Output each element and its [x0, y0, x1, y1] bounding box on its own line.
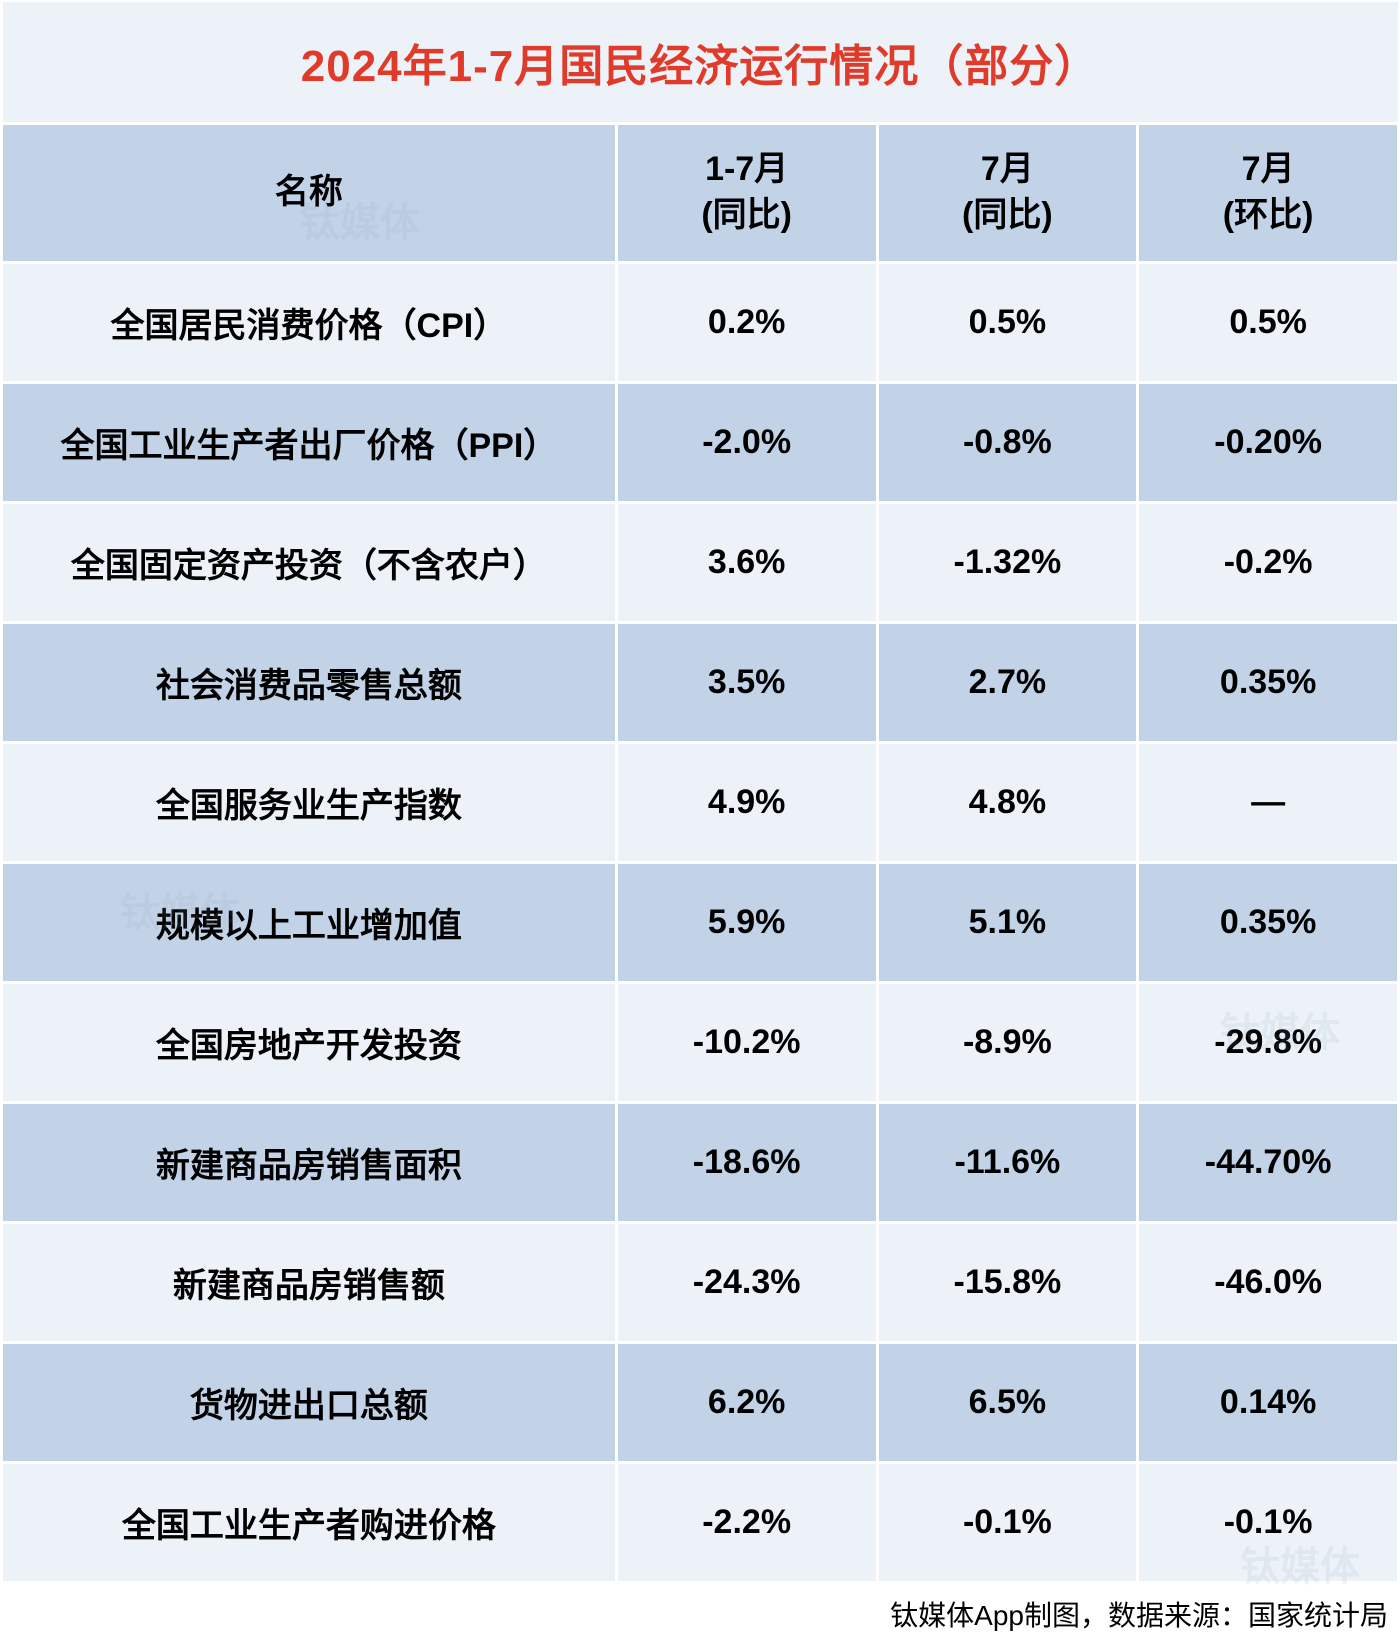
- value-cell: -29.8%: [1138, 982, 1399, 1102]
- value-cell: 4.8%: [877, 742, 1138, 862]
- table-row: 新建商品房销售面积-18.6%-11.6%-44.70%: [2, 1102, 1399, 1222]
- row-name: 全国服务业生产指数: [2, 742, 617, 862]
- row-name: 货物进出口总额: [2, 1342, 617, 1462]
- economy-table: 2024年1-7月国民经济运行情况（部分） 名称 1-7月(同比) 7月(同比)…: [0, 0, 1400, 1584]
- value-cell: 0.5%: [877, 262, 1138, 382]
- value-cell: -18.6%: [616, 1102, 877, 1222]
- title-row: 2024年1-7月国民经济运行情况（部分）: [2, 1, 1399, 124]
- table-title: 2024年1-7月国民经济运行情况（部分）: [301, 42, 1099, 91]
- value-cell: -0.8%: [877, 382, 1138, 502]
- value-cell: -15.8%: [877, 1222, 1138, 1342]
- value-cell: -46.0%: [1138, 1222, 1399, 1342]
- value-cell: -0.1%: [877, 1462, 1138, 1582]
- table-row: 全国房地产开发投资-10.2%-8.9%-29.8%: [2, 982, 1399, 1102]
- value-cell: -10.2%: [616, 982, 877, 1102]
- value-cell: 6.5%: [877, 1342, 1138, 1462]
- value-cell: -11.6%: [877, 1102, 1138, 1222]
- row-name: 全国工业生产者购进价格: [2, 1462, 617, 1582]
- table-container: 2024年1-7月国民经济运行情况（部分） 名称 1-7月(同比) 7月(同比)…: [0, 0, 1400, 1652]
- value-cell: -0.1%: [1138, 1462, 1399, 1582]
- value-cell: 3.6%: [616, 502, 877, 622]
- value-cell: 0.35%: [1138, 862, 1399, 982]
- value-cell: 3.5%: [616, 622, 877, 742]
- row-name: 全国房地产开发投资: [2, 982, 617, 1102]
- row-name: 全国工业生产者出厂价格（PPI）: [2, 382, 617, 502]
- value-cell: -44.70%: [1138, 1102, 1399, 1222]
- row-name: 新建商品房销售额: [2, 1222, 617, 1342]
- value-cell: 0.2%: [616, 262, 877, 382]
- row-name: 规模以上工业增加值: [2, 862, 617, 982]
- table-row: 全国工业生产者出厂价格（PPI）-2.0%-0.8%-0.20%: [2, 382, 1399, 502]
- value-cell: 5.1%: [877, 862, 1138, 982]
- value-cell: -2.2%: [616, 1462, 877, 1582]
- table-body: 2024年1-7月国民经济运行情况（部分） 名称 1-7月(同比) 7月(同比)…: [2, 1, 1399, 1582]
- value-cell: -24.3%: [616, 1222, 877, 1342]
- value-cell: —: [1138, 742, 1399, 862]
- value-cell: -0.20%: [1138, 382, 1399, 502]
- value-cell: 4.9%: [616, 742, 877, 862]
- row-name: 全国固定资产投资（不含农户）: [2, 502, 617, 622]
- table-row: 全国居民消费价格（CPI）0.2%0.5%0.5%: [2, 262, 1399, 382]
- row-name: 全国居民消费价格（CPI）: [2, 262, 617, 382]
- col-header-name: 名称: [2, 124, 617, 263]
- table-row: 新建商品房销售额-24.3%-15.8%-46.0%: [2, 1222, 1399, 1342]
- value-cell: 6.2%: [616, 1342, 877, 1462]
- value-cell: 0.5%: [1138, 262, 1399, 382]
- value-cell: -1.32%: [877, 502, 1138, 622]
- col-header-1: 1-7月(同比): [616, 124, 877, 263]
- table-row: 货物进出口总额6.2%6.5%0.14%: [2, 1342, 1399, 1462]
- value-cell: -0.2%: [1138, 502, 1399, 622]
- table-row: 全国固定资产投资（不含农户）3.6%-1.32%-0.2%: [2, 502, 1399, 622]
- table-row: 规模以上工业增加值5.9%5.1%0.35%: [2, 862, 1399, 982]
- value-cell: -2.0%: [616, 382, 877, 502]
- header-row: 名称 1-7月(同比) 7月(同比) 7月(环比): [2, 124, 1399, 263]
- table-row: 全国工业生产者购进价格-2.2%-0.1%-0.1%: [2, 1462, 1399, 1582]
- value-cell: 2.7%: [877, 622, 1138, 742]
- value-cell: 5.9%: [616, 862, 877, 982]
- col-header-2: 7月(同比): [877, 124, 1138, 263]
- row-name: 社会消费品零售总额: [2, 622, 617, 742]
- value-cell: 0.14%: [1138, 1342, 1399, 1462]
- row-name: 新建商品房销售面积: [2, 1102, 617, 1222]
- col-header-3: 7月(环比): [1138, 124, 1399, 263]
- value-cell: 0.35%: [1138, 622, 1399, 742]
- footer-credit: 钛媒体App制图，数据来源：国家统计局: [0, 1584, 1400, 1652]
- table-row: 社会消费品零售总额3.5%2.7%0.35%: [2, 622, 1399, 742]
- value-cell: -8.9%: [877, 982, 1138, 1102]
- table-row: 全国服务业生产指数4.9%4.8%—: [2, 742, 1399, 862]
